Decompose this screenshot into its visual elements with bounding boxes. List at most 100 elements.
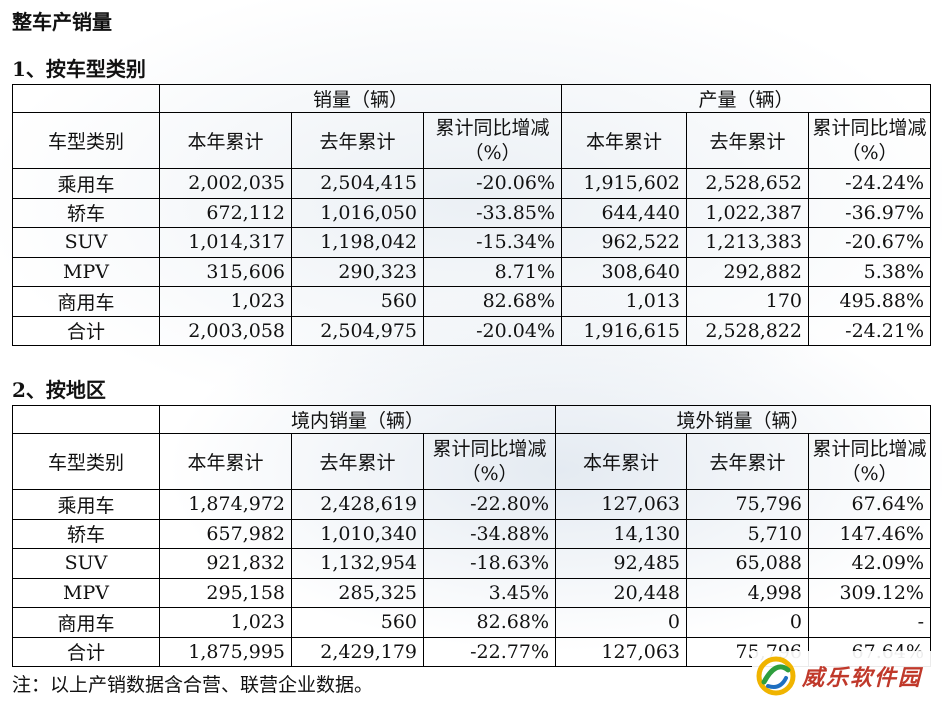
section-heading-by-region: 2、按地区 xyxy=(12,378,106,402)
group-header-domestic: 境内销量（辆） xyxy=(159,405,556,434)
value-cell: -20.04% xyxy=(422,315,563,346)
value-cell: 1,013 xyxy=(561,286,688,317)
value-cell: 921,832 xyxy=(159,548,292,579)
col-header-overseas-yoy: 累计同比增减（%） xyxy=(808,433,931,490)
value-cell: 5,710 xyxy=(686,518,809,549)
value-cell: 170 xyxy=(686,286,810,317)
table-row: 合计 2,003,058 2,504,975 -20.04% 1,916,615 2,52… xyxy=(12,315,932,346)
value-cell: 65,088 xyxy=(686,548,809,579)
table-row: 商用车 1,023 560 82.68% 1,013 170 495.88% xyxy=(12,286,932,317)
value-cell: 1,198,042 xyxy=(291,227,424,258)
value-cell: -33.85% xyxy=(422,197,563,228)
page-title: 整车产销量 xyxy=(12,10,112,34)
value-cell: 962,522 xyxy=(561,227,688,258)
value-cell: 82.68% xyxy=(422,286,563,317)
row-category-cell: SUV xyxy=(12,548,160,579)
table-row: SUV 1,014,317 1,198,042 -15.34% 962,522 1,213… xyxy=(12,227,932,258)
value-cell: 8.71% xyxy=(422,256,563,287)
row-category-cell: 商用车 xyxy=(12,607,160,638)
table-row: SUV 921,832 1,132,954 -18.63% 92,485 65,088 42… xyxy=(12,548,931,579)
value-cell: 2,528,822 xyxy=(686,315,810,346)
value-cell: 292,882 xyxy=(686,256,810,287)
value-cell: 308,640 xyxy=(561,256,688,287)
value-cell: 42.09% xyxy=(808,548,931,579)
value-cell: 20,448 xyxy=(555,577,687,608)
value-cell: 2,003,058 xyxy=(159,315,292,346)
col-header-sales-last-year: 去年累计 xyxy=(291,112,424,169)
value-cell: 147.46% xyxy=(808,518,931,549)
col-header-sales-this-year: 本年累计 xyxy=(159,112,292,169)
value-cell: 1,213,383 xyxy=(686,227,810,258)
header-blank xyxy=(12,84,160,113)
col-header-domestic-yoy: 累计同比增减（%） xyxy=(423,433,556,490)
value-cell: 4,998 xyxy=(686,577,809,608)
value-cell: 1,874,972 xyxy=(159,489,292,520)
group-header-overseas: 境外销量（辆） xyxy=(555,405,931,434)
value-cell: 560 xyxy=(291,286,424,317)
value-cell: - xyxy=(808,607,931,638)
value-cell: 92,485 xyxy=(555,548,687,579)
value-cell: 560 xyxy=(291,607,424,638)
col-header-production-this-year: 本年累计 xyxy=(561,112,688,169)
value-cell: 1,023 xyxy=(159,607,292,638)
col-header-domestic-this-year: 本年累计 xyxy=(159,433,292,490)
row-category-cell: 轿车 xyxy=(12,518,160,549)
header-blank xyxy=(12,405,160,434)
value-cell: -18.63% xyxy=(423,548,556,579)
value-cell: 315,606 xyxy=(159,256,292,287)
value-cell: 295,158 xyxy=(159,577,292,608)
value-cell: 67.64% xyxy=(808,489,931,520)
value-cell: -36.97% xyxy=(808,197,932,228)
value-cell: -24.21% xyxy=(808,315,932,346)
col-header-sales-yoy: 累计同比增减（%） xyxy=(422,112,563,169)
col-header-production-yoy: 累计同比增减（%） xyxy=(808,112,932,169)
value-cell: 127,063 xyxy=(555,489,687,520)
swirl-logo-icon xyxy=(756,656,796,696)
group-header-sales: 销量（辆） xyxy=(158,84,563,113)
value-cell: 1,022,387 xyxy=(686,197,810,228)
row-category-cell: 商用车 xyxy=(12,286,160,317)
row-category-cell: SUV xyxy=(12,227,160,258)
value-cell: 1,010,340 xyxy=(291,518,424,549)
value-cell: 5.38% xyxy=(808,256,932,287)
watermark-text: 威乐软件园 xyxy=(802,665,923,691)
value-cell: 82.68% xyxy=(423,607,556,638)
value-cell: 1,016,050 xyxy=(291,197,424,228)
table-row: 轿车 672,112 1,016,050 -33.85% 644,440 1,022,38… xyxy=(12,197,932,228)
value-cell: 285,325 xyxy=(291,577,424,608)
group-header-production: 产量（辆） xyxy=(561,84,932,113)
value-cell: 1,915,602 xyxy=(561,168,688,199)
value-cell: 1,014,317 xyxy=(159,227,292,258)
value-cell: -20.67% xyxy=(808,227,932,258)
table-row: 乘用车 2,002,035 2,504,415 -20.06% 1,915,602 2,5… xyxy=(12,168,932,199)
value-cell: 495.88% xyxy=(808,286,932,317)
table-row: 轿车 657,982 1,010,340 -34.88% 14,130 5,710 147.… xyxy=(12,518,931,549)
row-category-cell: MPV xyxy=(12,256,160,287)
footnote: 注：以上产销数据含合营、联营企业数据。 xyxy=(12,674,374,696)
value-cell: 672,112 xyxy=(159,197,292,228)
row-category-cell: 合计 xyxy=(12,636,160,667)
value-cell: -15.34% xyxy=(422,227,563,258)
value-cell: 2,528,652 xyxy=(686,168,810,199)
watermark: 威乐软件园 xyxy=(752,651,942,701)
value-cell: 1,132,954 xyxy=(291,548,424,579)
table-row: MPV 295,158 285,325 3.45% 20,448 4,998 309.12% xyxy=(12,577,931,608)
col-header-category: 车型类别 xyxy=(12,112,160,169)
value-cell: 1,875,995 xyxy=(159,636,292,667)
table-row: 商用车 1,023 560 82.68% 0 0- xyxy=(12,607,931,638)
col-header-overseas-last-year: 去年累计 xyxy=(686,433,809,490)
value-cell: 127,063 xyxy=(555,636,687,667)
value-cell: 644,440 xyxy=(561,197,688,228)
col-header-production-last-year: 去年累计 xyxy=(686,112,810,169)
row-category-cell: 轿车 xyxy=(12,197,160,228)
row-category-cell: 乘用车 xyxy=(12,168,160,199)
table-row: 乘用车 1,874,972 2,428,619 -22.80% 127,063 75,79… xyxy=(12,489,931,520)
value-cell: 14,130 xyxy=(555,518,687,549)
value-cell: 1,023 xyxy=(159,286,292,317)
value-cell: 2,428,619 xyxy=(291,489,424,520)
col-header-category: 车型类别 xyxy=(12,433,160,490)
value-cell: 657,982 xyxy=(159,518,292,549)
value-cell: -34.88% xyxy=(423,518,556,549)
row-category-cell: 乘用车 xyxy=(12,489,160,520)
value-cell: 2,002,035 xyxy=(159,168,292,199)
